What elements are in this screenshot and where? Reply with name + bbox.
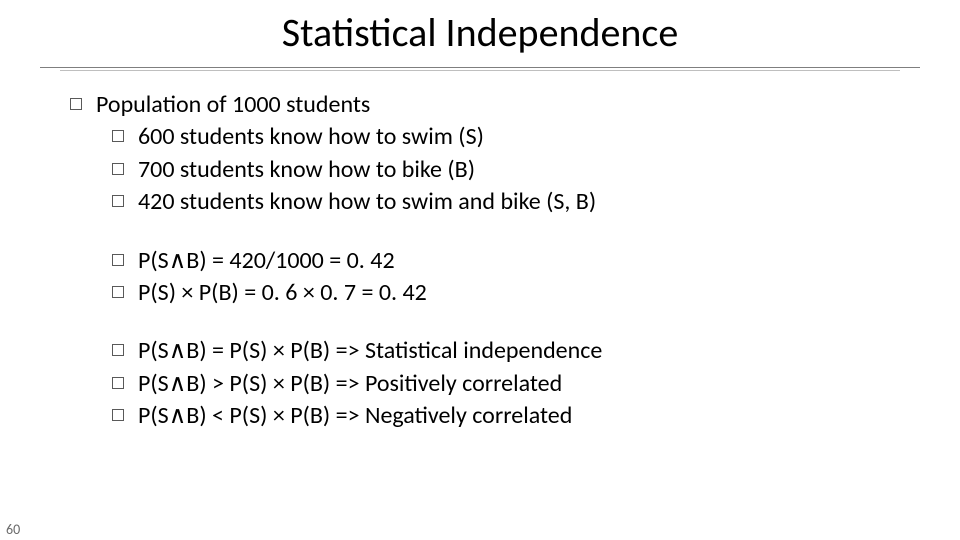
bullet-block: P(S∧B) = P(S) × P(B) => Statistical inde… — [70, 335, 900, 432]
bullet-item: P(S∧B) = 420/1000 = 0. 42 — [112, 245, 900, 277]
page-number: 60 — [6, 521, 20, 538]
slide: Statistical Independence Population of 1… — [0, 0, 960, 540]
slide-body: Population of 1000 students 600 students… — [0, 71, 960, 433]
square-bullet-icon — [112, 130, 124, 142]
bullet-text: P(S) × P(B) = 0. 6 × 0. 7 = 0. 42 — [138, 277, 900, 309]
bullet-item: 420 students know how to swim and bike (… — [112, 186, 900, 218]
bullet-item: Population of 1000 students — [70, 89, 900, 121]
square-bullet-icon — [112, 163, 124, 175]
bullet-text: P(S∧B) = 420/1000 = 0. 42 — [138, 245, 900, 277]
square-bullet-icon — [112, 377, 124, 389]
square-bullet-icon — [112, 195, 124, 207]
title-rule-outer — [40, 67, 920, 68]
bullet-item: P(S∧B) > P(S) × P(B) => Positively corre… — [112, 368, 900, 400]
bullet-text: 600 students know how to swim (S) — [138, 121, 900, 153]
bullet-text: Population of 1000 students — [96, 89, 900, 121]
bullet-text: 420 students know how to swim and bike (… — [138, 186, 900, 218]
square-bullet-icon — [112, 409, 124, 421]
square-bullet-icon — [112, 344, 124, 356]
bullet-block: P(S∧B) = 420/1000 = 0. 42 P(S) × P(B) = … — [70, 245, 900, 310]
bullet-item: P(S) × P(B) = 0. 6 × 0. 7 = 0. 42 — [112, 277, 900, 309]
bullet-item: 600 students know how to swim (S) — [112, 121, 900, 153]
bullet-item: 700 students know how to bike (B) — [112, 154, 900, 186]
bullet-item: P(S∧B) = P(S) × P(B) => Statistical inde… — [112, 335, 900, 367]
square-bullet-icon — [70, 98, 82, 110]
bullet-text: P(S∧B) < P(S) × P(B) => Negatively corre… — [138, 400, 900, 432]
bullet-text: P(S∧B) > P(S) × P(B) => Positively corre… — [138, 368, 900, 400]
square-bullet-icon — [112, 254, 124, 266]
square-bullet-icon — [112, 286, 124, 298]
bullet-item: P(S∧B) < P(S) × P(B) => Negatively corre… — [112, 400, 900, 432]
slide-title: Statistical Independence — [0, 0, 960, 63]
bullet-text: 700 students know how to bike (B) — [138, 154, 900, 186]
bullet-block: Population of 1000 students 600 students… — [70, 89, 900, 219]
bullet-text: P(S∧B) = P(S) × P(B) => Statistical inde… — [138, 335, 900, 367]
